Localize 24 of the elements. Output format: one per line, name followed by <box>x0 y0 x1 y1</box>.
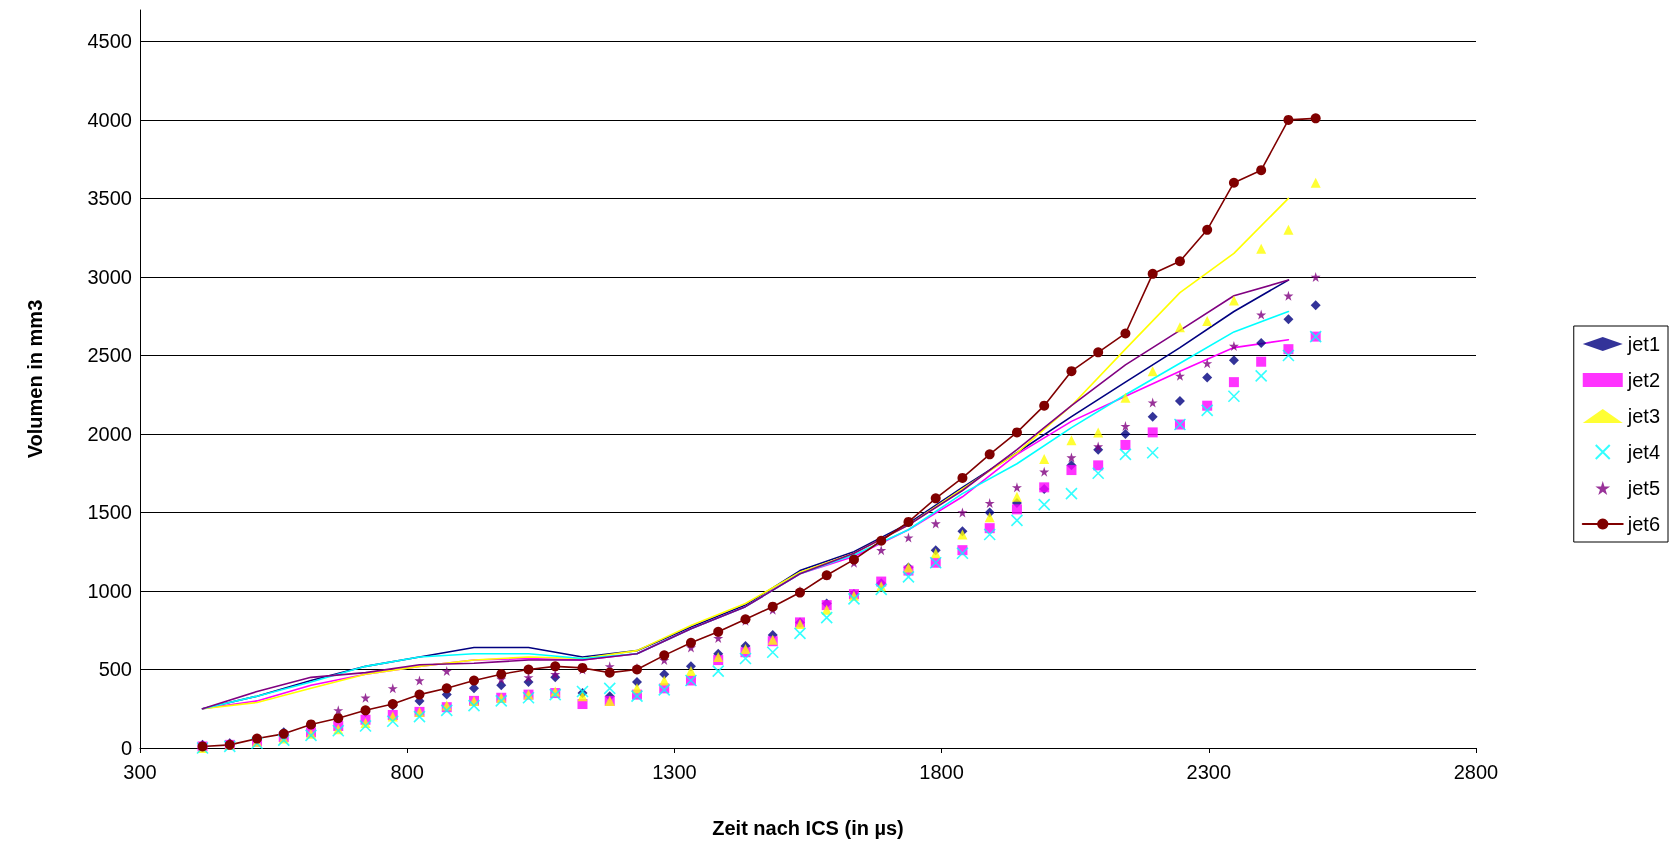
y-tick-label: 2000 <box>87 422 132 445</box>
y-tick-label: 3000 <box>87 265 132 288</box>
y-axis-title: Volumen in mm3 <box>24 299 46 459</box>
legend-label: jet3 <box>1626 405 1660 427</box>
x-tick-label: 1300 <box>652 761 697 783</box>
y-tick-label: 3500 <box>87 187 132 210</box>
y-tick-label: 2500 <box>87 344 132 367</box>
legend-label: jet2 <box>1626 369 1660 391</box>
y-tick-label: 1000 <box>87 579 132 602</box>
legend-label: jet5 <box>1626 477 1660 499</box>
y-tick-label: 4000 <box>87 108 132 131</box>
legend-label: jet6 <box>1626 513 1660 535</box>
y-tick-label: 500 <box>98 658 132 681</box>
x-tick-label: 2300 <box>1186 761 1232 783</box>
legend-label: jet1 <box>1626 333 1660 355</box>
x-tick-label: 1800 <box>919 761 964 783</box>
y-tick-label: 0 <box>120 737 132 759</box>
x-tick-label: 800 <box>390 761 424 783</box>
x-tick-label: 300 <box>123 761 157 783</box>
y-tick-label: 4500 <box>87 30 132 53</box>
legend-label: jet4 <box>1626 441 1660 463</box>
x-tick-label: 2800 <box>1453 761 1499 783</box>
x-axis-title: Zeit nach ICS (in µs) <box>712 817 904 839</box>
y-tick-label: 1500 <box>87 501 132 524</box>
